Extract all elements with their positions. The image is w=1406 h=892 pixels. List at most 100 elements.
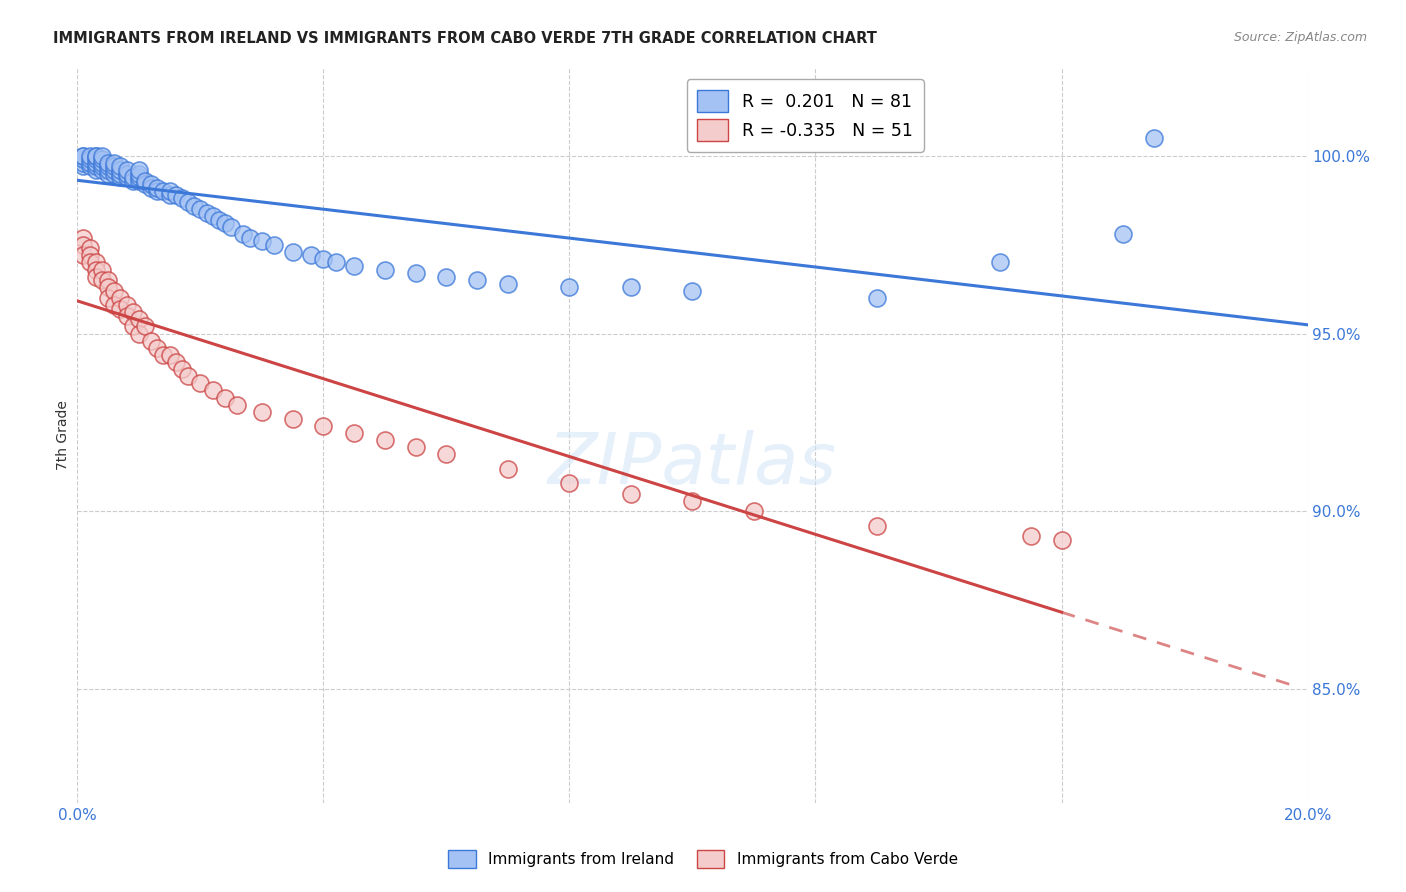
Point xyxy=(436,447,458,461)
Point xyxy=(141,181,163,195)
Point xyxy=(159,187,181,202)
Point xyxy=(128,170,150,185)
Point xyxy=(170,362,193,376)
Point xyxy=(72,248,94,262)
Point xyxy=(115,167,138,181)
Point xyxy=(146,181,169,195)
Point xyxy=(97,163,120,178)
Point xyxy=(405,266,427,280)
Point xyxy=(121,305,143,319)
Point xyxy=(115,170,138,185)
Point xyxy=(72,230,94,244)
Point xyxy=(110,163,132,178)
Point xyxy=(110,167,132,181)
Point xyxy=(90,163,114,178)
Point xyxy=(188,376,212,391)
Point xyxy=(558,475,581,490)
Point xyxy=(325,255,347,269)
Legend: Immigrants from Ireland, Immigrants from Cabo Verde: Immigrants from Ireland, Immigrants from… xyxy=(441,844,965,873)
Text: ZIPatlas: ZIPatlas xyxy=(548,430,837,499)
Point xyxy=(115,309,138,323)
Point xyxy=(299,248,322,262)
Point xyxy=(226,398,249,412)
Text: Source: ZipAtlas.com: Source: ZipAtlas.com xyxy=(1233,31,1367,45)
Point xyxy=(79,160,101,174)
Point xyxy=(141,178,163,192)
Point xyxy=(79,255,101,269)
Point xyxy=(97,160,120,174)
Point xyxy=(177,194,200,209)
Point xyxy=(496,461,519,475)
Point xyxy=(134,319,156,334)
Point xyxy=(866,291,889,305)
Point xyxy=(201,209,224,223)
Point xyxy=(239,230,262,244)
Point xyxy=(115,298,138,312)
Point xyxy=(103,156,125,170)
Point xyxy=(103,163,125,178)
Point xyxy=(72,153,94,167)
Point xyxy=(1112,227,1135,241)
Point xyxy=(103,284,125,298)
Point xyxy=(177,369,200,384)
Point xyxy=(97,167,120,181)
Point xyxy=(436,269,458,284)
Y-axis label: 7th Grade: 7th Grade xyxy=(56,400,70,470)
Point xyxy=(152,348,174,362)
Point xyxy=(620,280,643,294)
Point xyxy=(250,234,273,248)
Point xyxy=(84,262,107,277)
Point xyxy=(219,219,242,234)
Point xyxy=(134,178,156,192)
Point xyxy=(465,273,488,287)
Point xyxy=(141,334,163,348)
Point xyxy=(128,163,150,178)
Point xyxy=(84,269,107,284)
Point xyxy=(159,348,181,362)
Point xyxy=(405,440,427,454)
Point xyxy=(159,184,181,198)
Point xyxy=(232,227,254,241)
Point xyxy=(121,174,143,188)
Point xyxy=(103,298,125,312)
Point xyxy=(866,518,889,533)
Point xyxy=(115,163,138,178)
Point xyxy=(128,174,150,188)
Point xyxy=(97,280,120,294)
Text: IMMIGRANTS FROM IRELAND VS IMMIGRANTS FROM CABO VERDE 7TH GRADE CORRELATION CHAR: IMMIGRANTS FROM IRELAND VS IMMIGRANTS FR… xyxy=(53,31,877,46)
Point xyxy=(90,160,114,174)
Point xyxy=(84,255,107,269)
Point xyxy=(188,202,212,216)
Point xyxy=(134,174,156,188)
Point xyxy=(128,312,150,326)
Point xyxy=(201,384,224,398)
Point xyxy=(84,163,107,178)
Point xyxy=(343,426,366,441)
Point xyxy=(374,433,396,447)
Point xyxy=(281,244,304,259)
Point xyxy=(90,149,114,163)
Point xyxy=(84,149,107,163)
Point xyxy=(79,153,101,167)
Point xyxy=(1050,533,1073,547)
Point xyxy=(263,237,285,252)
Point xyxy=(90,153,114,167)
Point xyxy=(72,149,94,163)
Point xyxy=(110,301,132,316)
Point xyxy=(496,277,519,291)
Point xyxy=(72,160,94,174)
Point xyxy=(742,504,765,518)
Point xyxy=(84,160,107,174)
Legend: R =  0.201   N = 81, R = -0.335   N = 51: R = 0.201 N = 81, R = -0.335 N = 51 xyxy=(686,79,924,152)
Point xyxy=(90,273,114,287)
Point xyxy=(1143,131,1166,145)
Point xyxy=(165,187,187,202)
Point xyxy=(121,319,143,334)
Point xyxy=(312,252,335,266)
Point xyxy=(988,255,1011,269)
Point xyxy=(558,280,581,294)
Point xyxy=(128,326,150,341)
Point xyxy=(90,262,114,277)
Point xyxy=(208,212,231,227)
Point xyxy=(79,156,101,170)
